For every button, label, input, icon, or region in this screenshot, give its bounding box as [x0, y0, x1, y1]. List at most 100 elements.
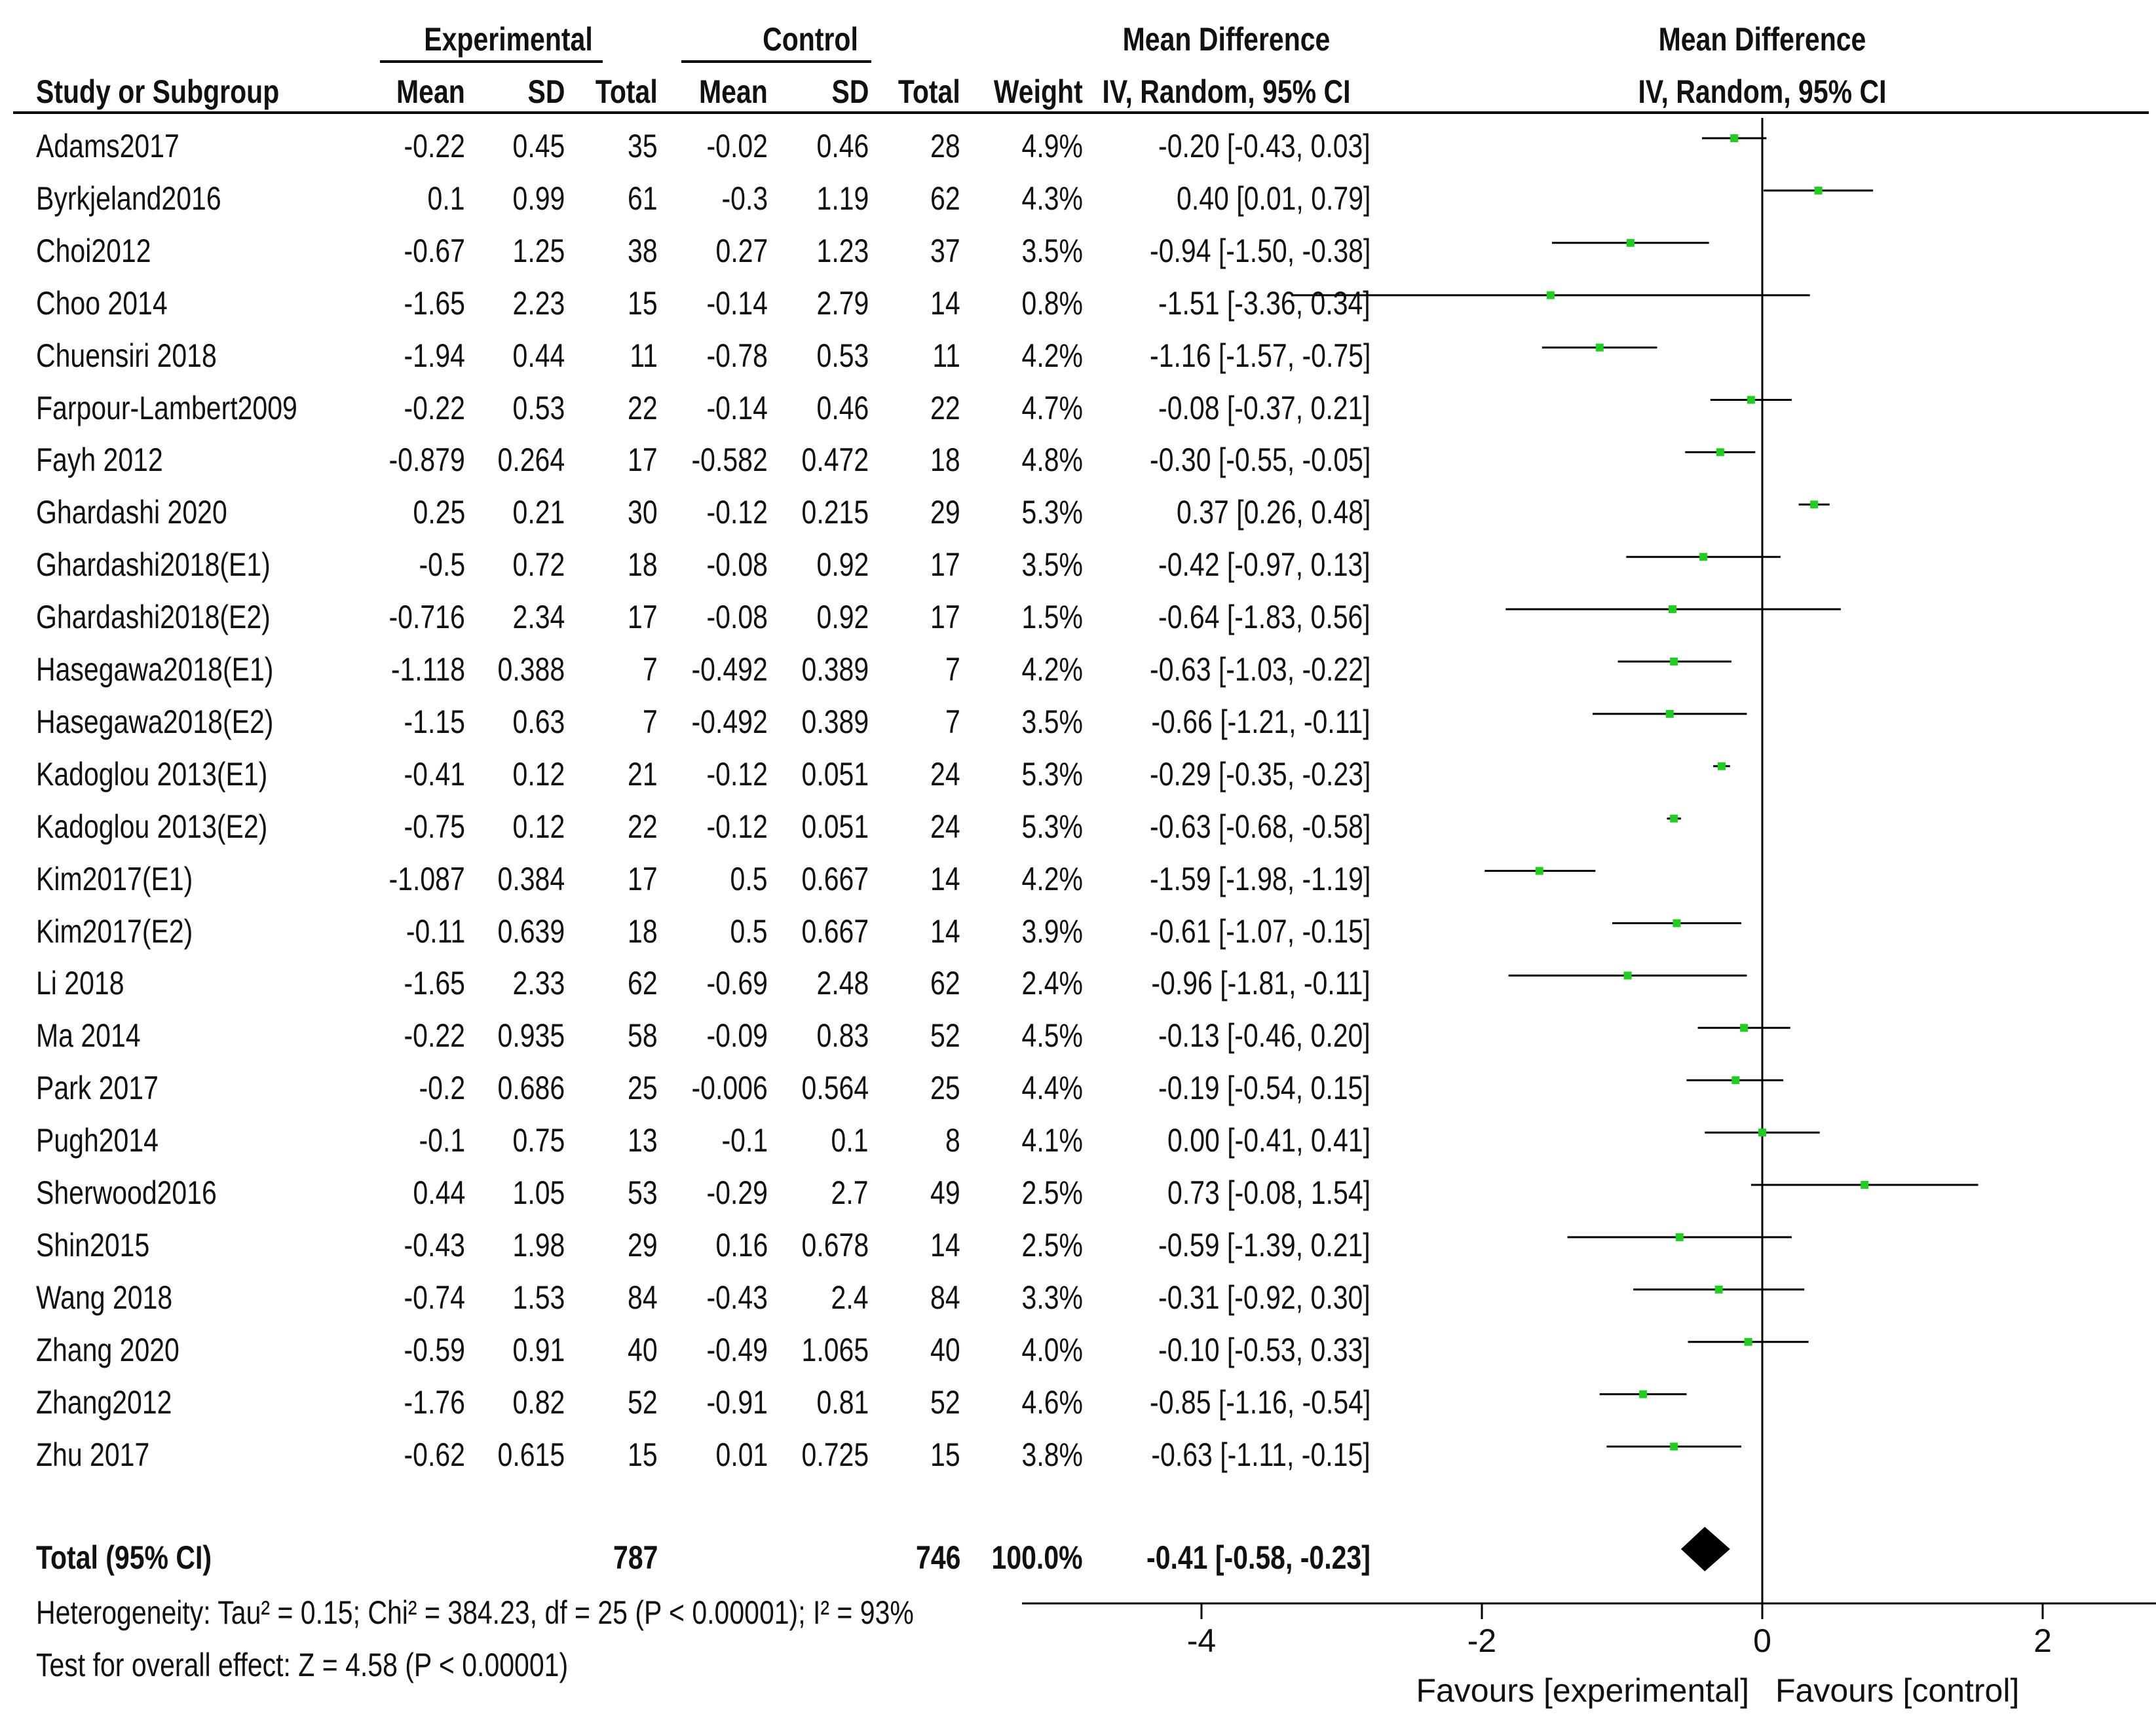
exp-mean: -1.65 [404, 284, 465, 322]
ctrl-sd: 2.7 [831, 1174, 869, 1211]
heterogeneity-text: Heterogeneity: Tau² = 0.15; Chi² = 384.2… [36, 1594, 914, 1631]
point-estimate [1730, 134, 1739, 142]
study-name: Park 2017 [36, 1070, 159, 1107]
point-estimate [1665, 709, 1674, 718]
study-weight: 4.5% [1021, 1017, 1083, 1055]
total-diamond [1680, 1527, 1730, 1571]
study-weight: 4.2% [1021, 337, 1083, 374]
ctrl-mean: -0.582 [691, 441, 768, 479]
exp-sd: 1.53 [512, 1279, 565, 1316]
point-estimate [1670, 1442, 1678, 1451]
exp-sd: 0.264 [497, 441, 565, 479]
ctrl-mean: 0.5 [730, 860, 768, 897]
ctrl-sd: 0.667 [801, 860, 869, 897]
exp-mean: -1.94 [404, 337, 465, 374]
point-estimate [1535, 867, 1543, 875]
study-name: Ghardashi2018(E1) [36, 546, 271, 584]
study-name: Ghardashi 2020 [36, 494, 227, 531]
study-name: Ghardashi2018(E2) [36, 599, 271, 636]
ctrl-sd: 2.79 [816, 284, 869, 322]
ctrl-total: 24 [930, 808, 960, 845]
point-estimate [1670, 814, 1678, 823]
study-ci: -0.64 [-1.83, 0.56] [1158, 599, 1371, 636]
exp-total: 30 [628, 494, 658, 531]
study-weight: 4.2% [1021, 860, 1083, 897]
ctrl-sd: 0.46 [816, 128, 869, 164]
ctrl-mean: 0.5 [730, 912, 768, 950]
study-weight: 3.5% [1021, 232, 1083, 269]
exp-mean: -0.1 [419, 1122, 465, 1159]
study-weight: 3.8% [1021, 1436, 1083, 1473]
ctrl-mean: -0.08 [706, 546, 768, 584]
study-name: Kim2017(E1) [36, 860, 193, 897]
study-ci: 0.00 [-0.41, 0.41] [1167, 1122, 1371, 1159]
point-estimate [1747, 396, 1755, 404]
study-ci: -0.10 [-0.53, 0.33] [1158, 1331, 1371, 1368]
ctrl-total: 17 [930, 599, 960, 636]
exp-total: 17 [628, 599, 658, 636]
ctrl-total: 52 [930, 1383, 960, 1421]
study-weight: 4.7% [1021, 389, 1083, 426]
study-weight: 3.5% [1021, 546, 1083, 584]
study-ci: -0.29 [-0.35, -0.23] [1149, 755, 1371, 793]
ctrl-total: 11 [932, 337, 960, 374]
exp-total: 11 [630, 337, 658, 374]
study-ci: -1.16 [-1.57, -0.75] [1149, 337, 1371, 374]
ctrl-mean: -0.14 [706, 284, 768, 322]
exp-mean: -0.716 [388, 599, 465, 636]
study-name: Kadoglou 2013(E2) [36, 808, 268, 845]
study-ci: -1.59 [-1.98, -1.19] [1149, 860, 1371, 897]
exp-sd: 1.25 [512, 232, 565, 269]
study-weight: 1.5% [1021, 599, 1083, 636]
header-ctrl-mean: Mean [699, 73, 768, 110]
point-estimate [1717, 762, 1726, 770]
study-ci: -0.94 [-1.50, -0.38] [1149, 232, 1371, 269]
x-tick-label: -2 [1467, 1622, 1496, 1659]
exp-total: 53 [628, 1174, 658, 1211]
point-estimate [1673, 919, 1681, 927]
exp-mean: -1.087 [388, 860, 465, 897]
ctrl-total: 62 [930, 179, 960, 217]
ctrl-mean: -0.49 [706, 1331, 768, 1368]
ctrl-mean: -0.78 [706, 337, 768, 374]
point-estimate [1861, 1181, 1869, 1189]
ctrl-mean: -0.14 [706, 389, 768, 426]
ctrl-total: 24 [930, 755, 960, 793]
study-weight: 0.8% [1021, 284, 1083, 322]
ctrl-sd: 0.678 [801, 1226, 869, 1263]
ctrl-mean: 0.27 [715, 232, 768, 269]
x-tick-label: 0 [1753, 1622, 1771, 1659]
ctrl-total: 28 [930, 128, 960, 164]
exp-sd: 0.63 [512, 703, 565, 740]
exp-mean: -0.11 [406, 912, 465, 950]
exp-total: 35 [628, 128, 658, 164]
study-name: Li 2018 [36, 965, 124, 1002]
point-estimate [1758, 1129, 1766, 1137]
point-estimate [1714, 1285, 1723, 1294]
exp-mean: 0.25 [413, 494, 465, 531]
ctrl-total: 62 [930, 965, 960, 1002]
ctrl-sd: 0.92 [816, 599, 869, 636]
study-name: Adams2017 [36, 128, 180, 164]
point-estimate [1699, 553, 1708, 561]
study-weight: 4.2% [1021, 651, 1083, 688]
study-ci: 0.40 [0.01, 0.79] [1176, 179, 1371, 217]
point-estimate [1546, 291, 1555, 299]
ctrl-total: 17 [930, 546, 960, 584]
study-ci: 0.73 [-0.08, 1.54] [1167, 1174, 1371, 1211]
ctrl-sd: 0.667 [801, 912, 869, 950]
ctrl-total: 29 [930, 494, 960, 531]
study-weight: 2.5% [1021, 1174, 1083, 1211]
study-ci: -0.08 [-0.37, 0.21] [1158, 389, 1371, 426]
study-weight: 3.3% [1021, 1279, 1083, 1316]
ctrl-total: 14 [930, 284, 960, 322]
study-weight: 4.0% [1021, 1331, 1083, 1368]
study-ci: -1.51 [-3.36, 0.34] [1158, 284, 1371, 322]
ctrl-sd: 0.81 [816, 1383, 869, 1421]
exp-sd: 1.98 [512, 1226, 565, 1263]
study-ci: -0.13 [-0.46, 0.20] [1158, 1017, 1371, 1055]
study-weight: 2.5% [1021, 1226, 1083, 1263]
exp-sd: 2.23 [512, 284, 565, 322]
exp-sd: 0.72 [512, 546, 565, 584]
